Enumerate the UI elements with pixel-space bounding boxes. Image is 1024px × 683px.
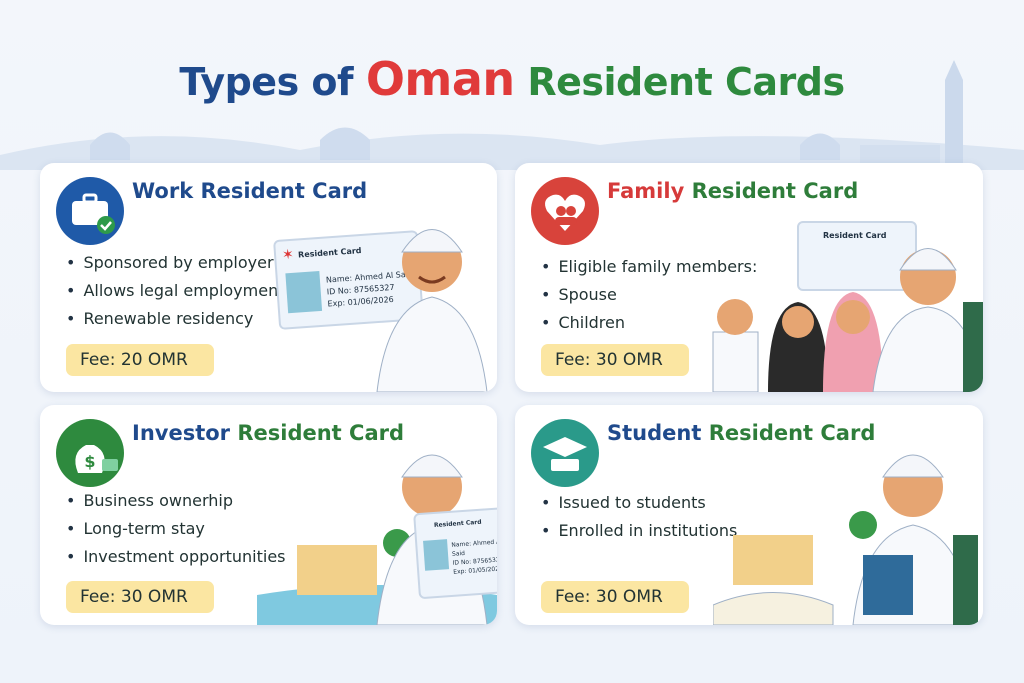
title-a: Student — [607, 421, 702, 445]
graduation-cap-icon — [531, 419, 599, 487]
title-b: Resident Card — [691, 179, 859, 203]
fee-badge: Fee: 20 OMR — [66, 344, 214, 376]
id-photo — [285, 271, 323, 314]
omani-man-illustration — [376, 229, 488, 392]
id-card-heading: Resident Card — [823, 231, 887, 240]
list-item: Sponsored by employer — [66, 249, 284, 277]
investor-resident-card-panel: $ Investor Resident Card Business ownerh… — [40, 405, 497, 625]
family-resident-card-panel: Family Resident Card Eligible family mem… — [515, 163, 983, 392]
briefcase-check-icon — [56, 177, 124, 245]
title-part-3: Resident Cards — [527, 60, 845, 104]
fee-badge: Fee: 30 OMR — [541, 581, 689, 613]
oman-emblem-icon: ✶ — [281, 246, 295, 264]
campus-books-illustration — [713, 511, 877, 625]
title-a: Investor — [132, 421, 231, 445]
feature-list: Eligible family members: Spouse Children — [541, 253, 757, 337]
list-item: Long-term stay — [66, 515, 286, 543]
family-illustration — [712, 248, 983, 392]
resident-id-card: Resident Card — [797, 221, 917, 291]
skyline-illustration — [0, 60, 1024, 170]
title-a: Family — [607, 179, 685, 203]
list-item: Allows legal employment — [66, 277, 284, 305]
title-part-2: Oman — [365, 52, 515, 106]
card-title: Investor Resident Card — [132, 421, 404, 445]
list-item: Renewable residency — [66, 305, 284, 333]
resident-id-card: Resident Card Name: Ahmed Al Said ID No:… — [413, 506, 497, 600]
list-item: Enrolled in institutions — [541, 517, 737, 545]
svg-text:$: $ — [84, 452, 95, 471]
title-part-1: Types of — [179, 60, 354, 104]
title-b: Resident Card — [708, 421, 876, 445]
feature-list: Sponsored by employer Allows legal emplo… — [66, 249, 284, 333]
title-b: Resident Card — [200, 179, 368, 203]
list-item: Issued to students — [541, 489, 737, 517]
card-title: Family Resident Card — [607, 179, 858, 203]
family-heart-icon — [531, 177, 599, 245]
id-card-heading: Resident Card — [433, 518, 482, 530]
card-title: Student Resident Card — [607, 421, 875, 445]
page-title: Types of Oman Resident Cards — [0, 52, 1024, 106]
fee-badge: Fee: 30 OMR — [66, 581, 214, 613]
money-bag-icon: $ — [56, 419, 124, 487]
list-item: Eligible family members: — [541, 253, 757, 281]
title-a: Work — [132, 179, 194, 203]
id-photo — [423, 539, 450, 571]
feature-list: Issued to students Enrolled in instituti… — [541, 489, 737, 545]
fee-badge: Fee: 30 OMR — [541, 344, 689, 376]
list-item: Business ownerhip — [66, 487, 286, 515]
list-item: Investment opportunities — [66, 543, 285, 571]
title-b: Resident Card — [237, 421, 405, 445]
work-resident-card-panel: Work Resident Card Sponsored by employer… — [40, 163, 497, 392]
card-title: Work Resident Card — [132, 179, 367, 203]
list-item: Children — [541, 309, 757, 337]
list-item: Spouse — [541, 281, 757, 309]
feature-list: Business ownerhip Long-term stay Investm… — [66, 487, 286, 571]
id-card-heading: Resident Card — [297, 246, 362, 260]
student-illustration — [852, 454, 978, 625]
student-resident-card-panel: Student Resident Card Issued to students… — [515, 405, 983, 625]
